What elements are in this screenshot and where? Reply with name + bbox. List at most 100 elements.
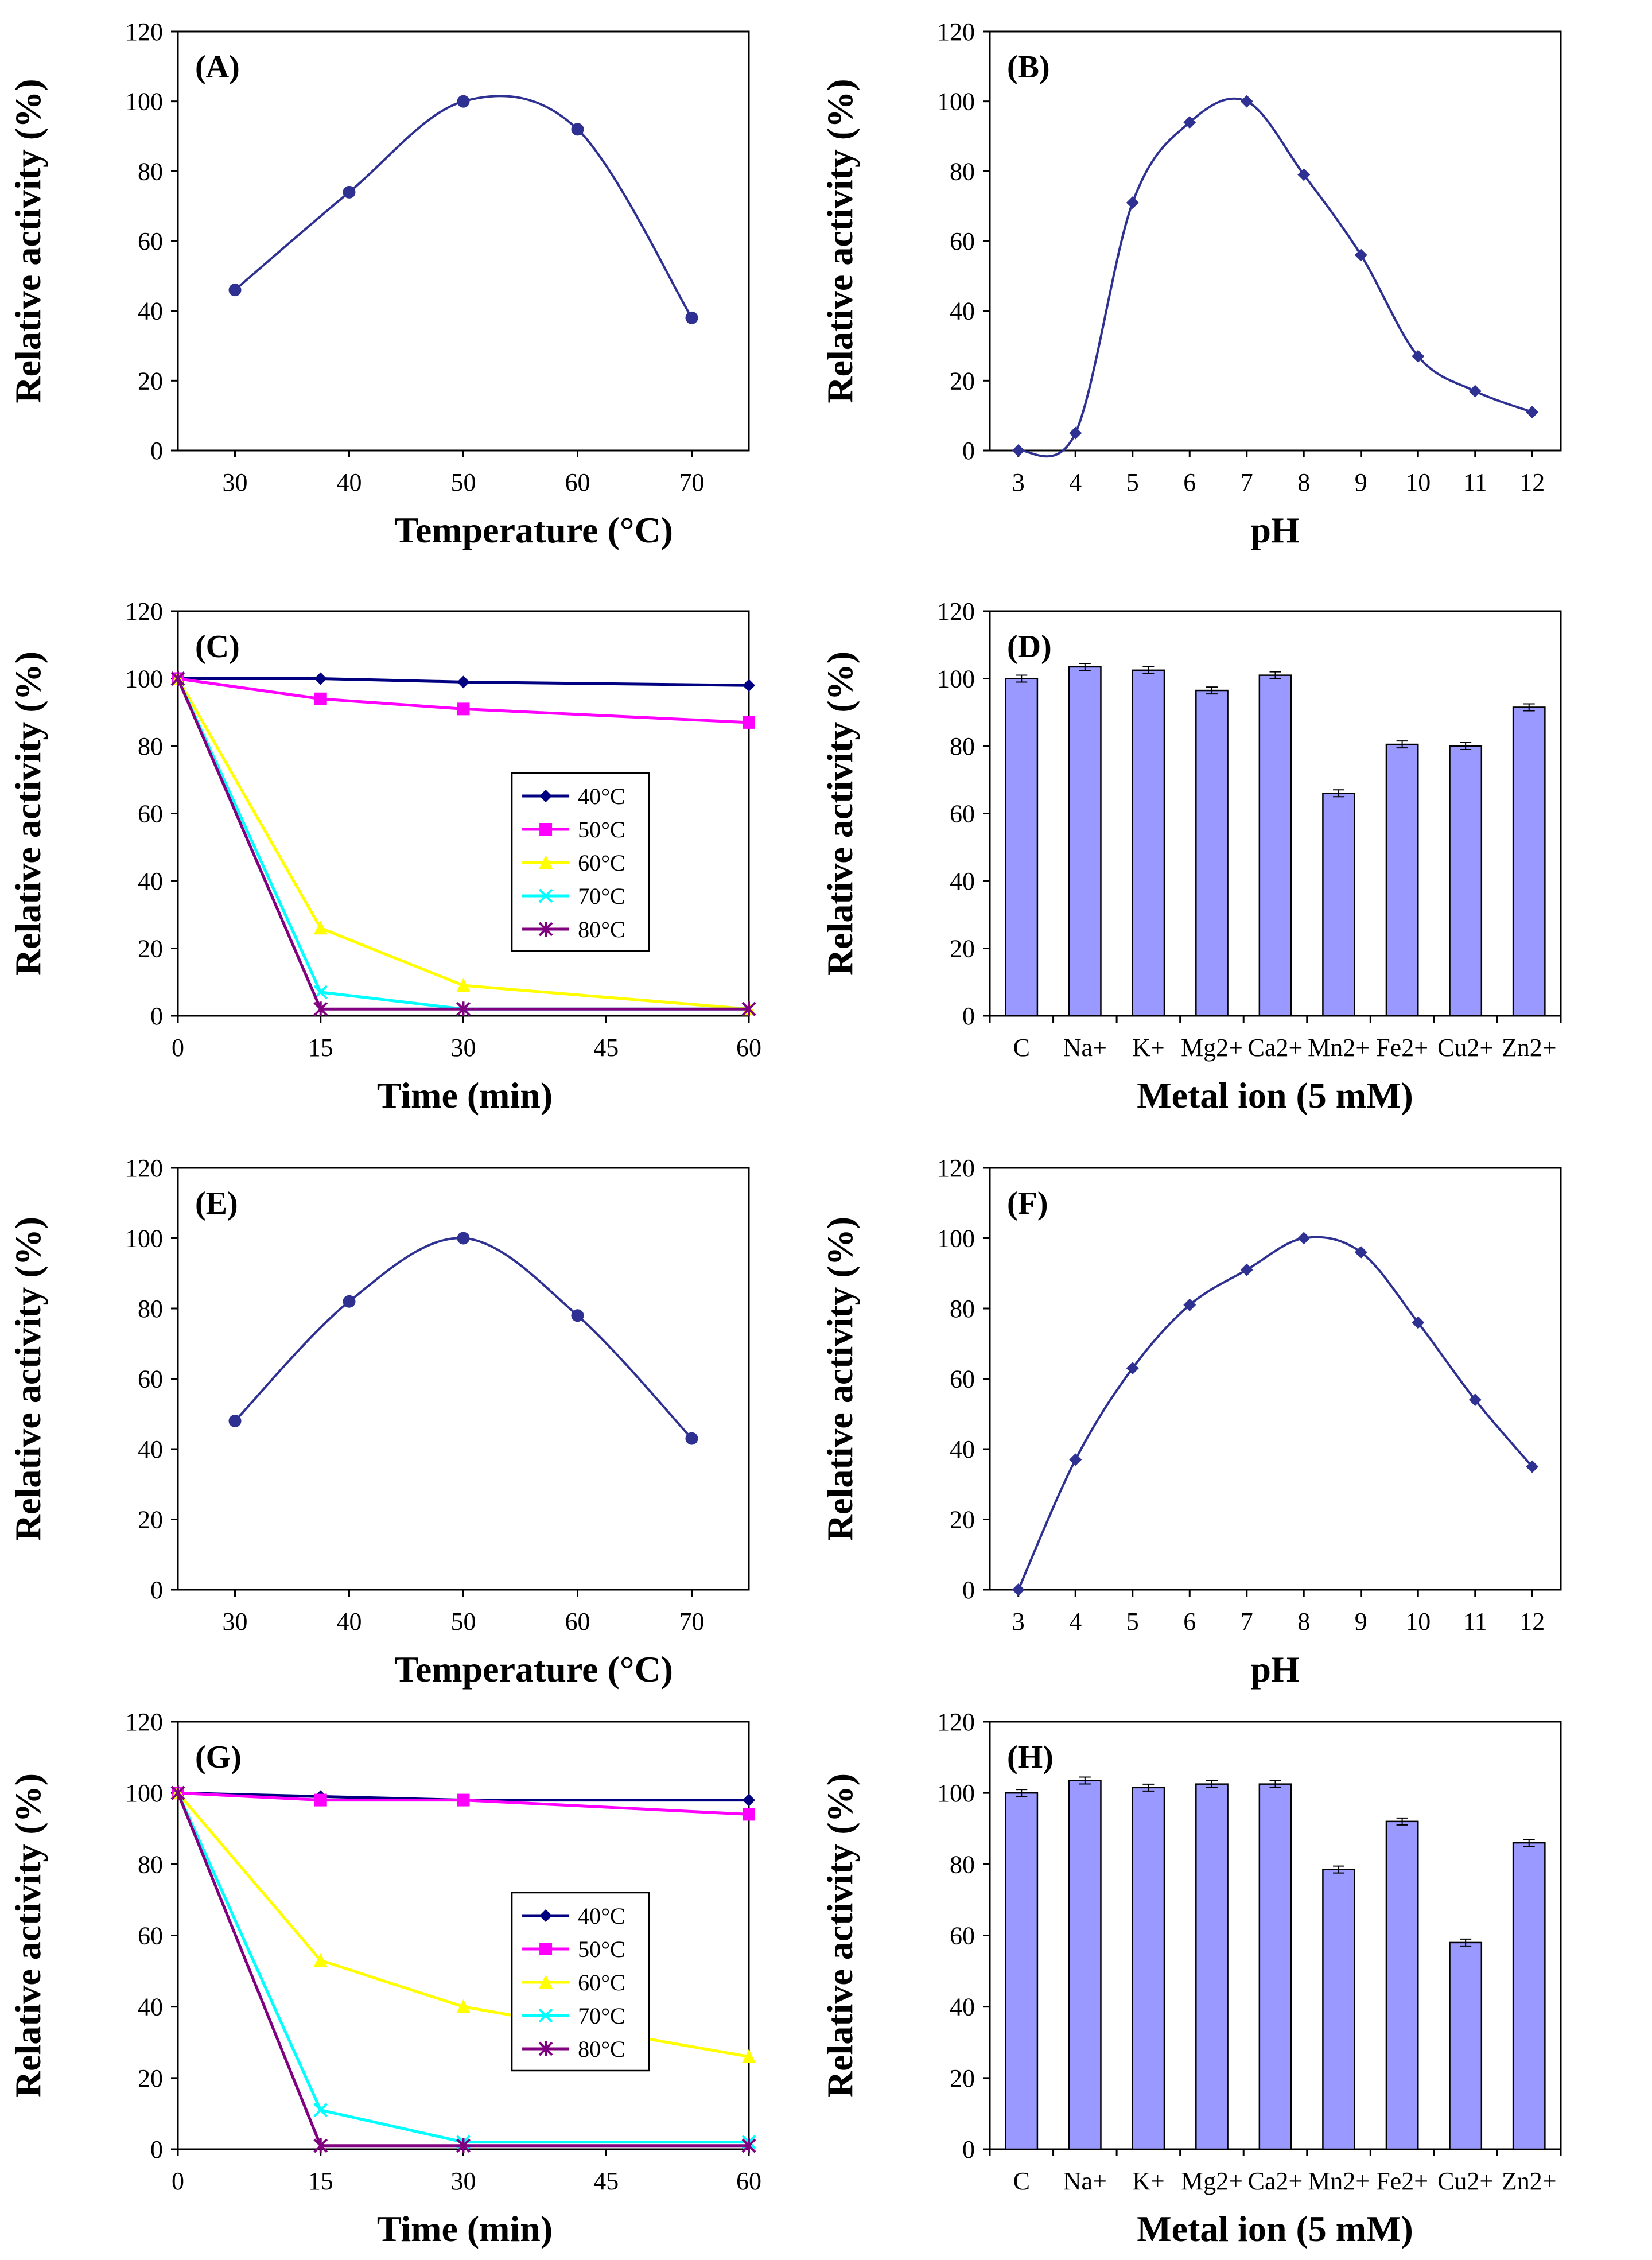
x-axis-label: pH bbox=[1250, 1649, 1299, 1690]
y-tick-label: 60 bbox=[138, 800, 163, 828]
y-tick-label: 120 bbox=[125, 1708, 163, 1736]
error-bar bbox=[1460, 1938, 1472, 1947]
error-bar bbox=[1142, 1783, 1155, 1792]
data-point bbox=[1526, 1460, 1539, 1473]
y-tick-label: 100 bbox=[125, 665, 163, 693]
panel-label: (A) bbox=[195, 49, 240, 85]
x-tick-label: 40 bbox=[337, 1607, 362, 1636]
error-bar bbox=[1396, 1817, 1408, 1826]
bar-Mn2+ bbox=[1322, 1869, 1355, 2150]
y-tick-label: 20 bbox=[950, 367, 975, 395]
x-tick-label: 0 bbox=[172, 2167, 184, 2195]
chart-panel-h: 0 20 40 60 80 100 120 C Na+ K+ Mg2+ Ca2+ Mn2+ Fe2+ Cu2… bbox=[819, 1708, 1562, 2249]
y-tick-label: 0 bbox=[150, 1002, 163, 1030]
legend-marker bbox=[539, 1943, 553, 1955]
data-point bbox=[343, 1295, 356, 1308]
legend-marker bbox=[539, 790, 553, 802]
y-tick-label: 40 bbox=[950, 1435, 975, 1463]
bar-Mg2+ bbox=[1195, 1783, 1229, 2150]
data-point bbox=[343, 185, 356, 199]
bar-Fe2+ bbox=[1385, 1820, 1419, 2150]
series-curve bbox=[1017, 1236, 1533, 1590]
x-tick-label: 6 bbox=[1183, 468, 1196, 496]
data-point bbox=[170, 1785, 185, 1801]
y-tick-label: 40 bbox=[138, 867, 163, 895]
x-tick-label: 60 bbox=[736, 2167, 761, 2195]
data-point bbox=[743, 1808, 755, 1821]
y-axis-label: Relative activity (%) bbox=[819, 651, 860, 976]
bar-Cu2+ bbox=[1449, 745, 1483, 1017]
series-line-40°C bbox=[178, 677, 749, 687]
error-bar bbox=[1396, 740, 1408, 749]
plot-frame bbox=[989, 1167, 1562, 1591]
legend-label: 50°C bbox=[578, 817, 625, 842]
bar-Na+ bbox=[1068, 1780, 1102, 2150]
y-tick-label: 100 bbox=[125, 1225, 163, 1253]
y-tick-label: 40 bbox=[138, 1993, 163, 2021]
data-point bbox=[457, 675, 470, 689]
x-tick-label: 10 bbox=[1405, 1607, 1431, 1636]
data-point bbox=[456, 978, 471, 992]
x-tick-label: Ca2+ bbox=[1248, 1034, 1303, 1062]
y-tick-label: 60 bbox=[138, 227, 163, 255]
y-tick-label: 80 bbox=[138, 1295, 163, 1323]
x-tick-label: 40 bbox=[337, 468, 362, 496]
x-tick-label: Cu2+ bbox=[1437, 1034, 1494, 1062]
legend-label: 70°C bbox=[578, 883, 625, 909]
error-bar bbox=[1269, 1780, 1281, 1788]
x-axis-label: Temperature (°C) bbox=[394, 1649, 673, 1690]
data-point bbox=[1297, 1232, 1311, 1245]
series-line-70°C bbox=[176, 678, 749, 1011]
data-point bbox=[456, 1001, 471, 1017]
legend-marker bbox=[539, 855, 553, 869]
legend-label: 40°C bbox=[578, 1903, 625, 1929]
data-point bbox=[313, 1952, 328, 1967]
data-point bbox=[1468, 385, 1482, 398]
y-tick-label: 60 bbox=[138, 1365, 163, 1393]
data-point bbox=[1354, 1246, 1367, 1259]
error-bar bbox=[1142, 666, 1155, 674]
data-point bbox=[456, 2138, 471, 2153]
x-tick-label: 0 bbox=[172, 1034, 184, 1062]
data-point bbox=[1126, 1362, 1139, 1375]
chart-panel-e: 0 20 40 60 80 100 120 30 40 50 60 70 (E) Temperature … bbox=[7, 1154, 750, 1690]
x-tick-label: 10 bbox=[1405, 468, 1431, 496]
data-point bbox=[1012, 1583, 1025, 1596]
y-tick-label: 100 bbox=[937, 1779, 975, 1807]
data-point bbox=[1183, 116, 1196, 129]
y-tick-label: 80 bbox=[950, 732, 975, 760]
legend: 40°C 50°C 60°C 70°C 80°C bbox=[511, 772, 650, 952]
data-point bbox=[170, 671, 185, 686]
y-tick-label: 0 bbox=[962, 1002, 975, 1030]
y-tick-label: 100 bbox=[937, 1225, 975, 1253]
y-tick-label: 0 bbox=[150, 2135, 163, 2164]
x-tick-label: K+ bbox=[1132, 2167, 1165, 2195]
error-bar bbox=[1016, 1789, 1028, 1797]
data-point bbox=[1240, 1263, 1253, 1276]
chart-panel-a: 0 20 40 60 80 100 120 30 40 50 60 70 (A) Temperature … bbox=[7, 18, 750, 550]
data-point bbox=[571, 123, 584, 136]
y-tick-label: 40 bbox=[950, 297, 975, 325]
x-tick-label: 45 bbox=[593, 2167, 619, 2195]
data-point bbox=[314, 692, 327, 705]
x-tick-label: 7 bbox=[1241, 1607, 1253, 1636]
y-tick-label: 40 bbox=[950, 1993, 975, 2021]
y-tick-label: 80 bbox=[138, 157, 163, 185]
chart-panel-c: 0 20 40 60 80 100 120 0 15 30 45 60 40°C 50°C 60°C 70°C… bbox=[7, 597, 761, 1116]
x-tick-label: Fe2+ bbox=[1376, 2167, 1428, 2195]
panel-label: (G) bbox=[195, 1739, 242, 1775]
data-point bbox=[313, 921, 328, 935]
y-tick-label: 80 bbox=[950, 157, 975, 185]
error-bar bbox=[1333, 1865, 1345, 1874]
x-tick-label: C bbox=[1013, 1034, 1030, 1062]
x-axis-label: Temperature (°C) bbox=[394, 510, 673, 550]
chart-panel-f: 0 20 40 60 80 100 120 3 4 5 6 7 8 9 10 11 12 (F) pH Relativ… bbox=[819, 1154, 1562, 1690]
y-tick-label: 0 bbox=[150, 1576, 163, 1604]
error-bar bbox=[1523, 703, 1535, 712]
x-tick-label: 60 bbox=[565, 1607, 590, 1636]
y-tick-label: 100 bbox=[937, 88, 975, 116]
series-curve bbox=[234, 1237, 693, 1439]
data-point bbox=[1526, 406, 1539, 419]
x-tick-label: 5 bbox=[1126, 468, 1139, 496]
data-point bbox=[313, 2138, 328, 2153]
